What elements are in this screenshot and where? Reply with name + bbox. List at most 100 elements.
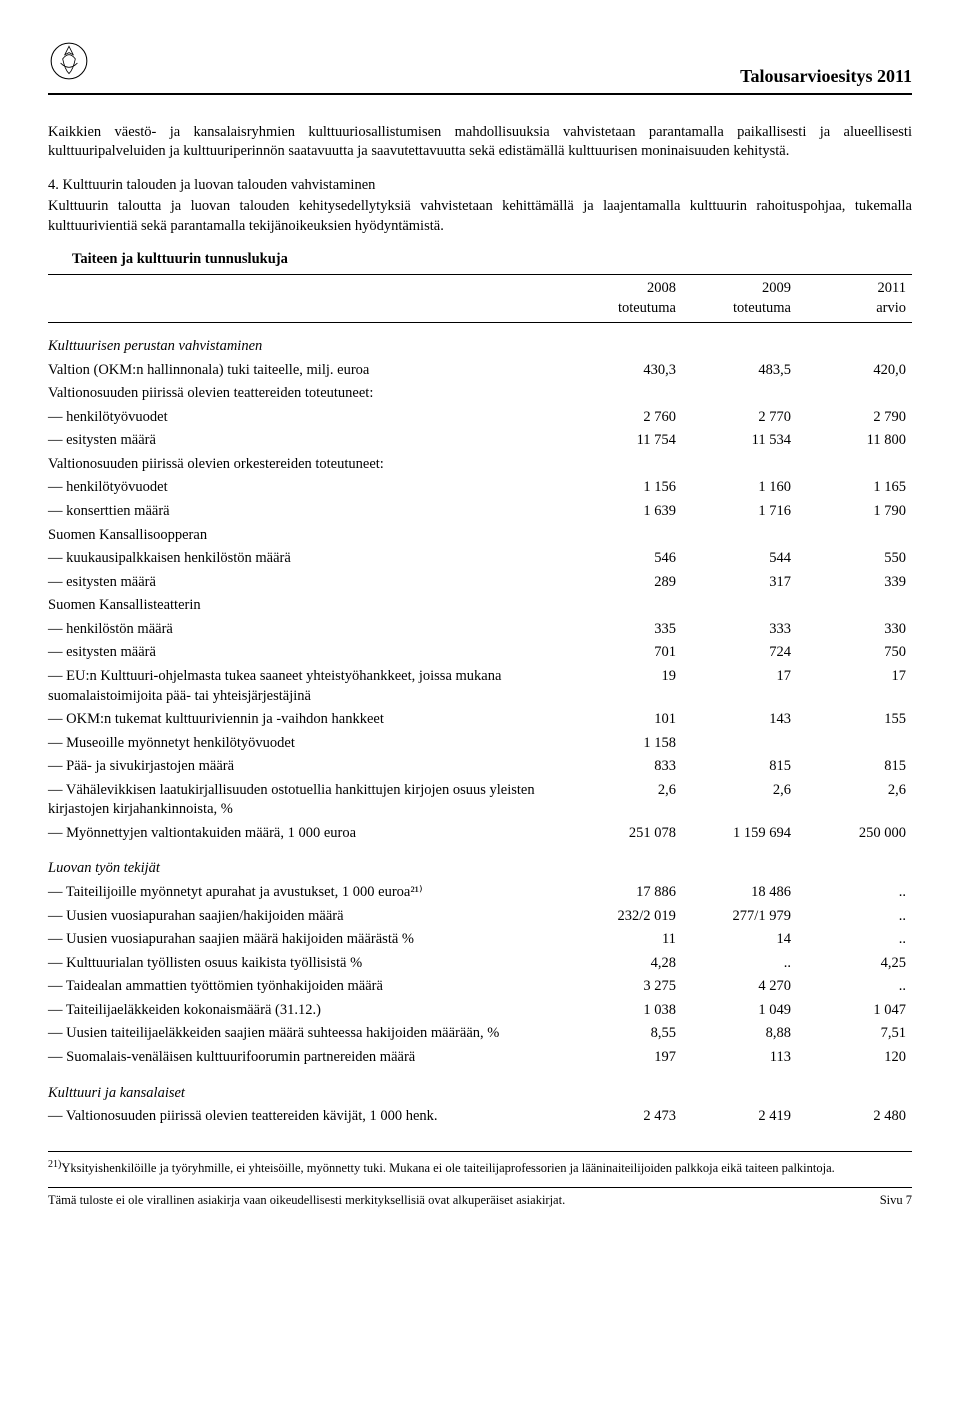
- row-value: ..: [797, 928, 912, 952]
- row-value: 289: [567, 571, 682, 595]
- row-value: 8,55: [567, 1022, 682, 1046]
- col-header-label: [48, 274, 567, 322]
- footnote-marker: 21): [48, 1159, 61, 1170]
- indicators-table: 2008 toteutuma 2009 toteutuma 2011 arvio…: [48, 274, 912, 1129]
- row-value: 18 486: [682, 881, 797, 905]
- row-value: 4,28: [567, 952, 682, 976]
- row-label: — Myönnettyjen valtiontakuiden määrä, 1 …: [48, 822, 567, 846]
- row-value: [797, 732, 912, 756]
- row-value: 483,5: [682, 359, 797, 383]
- row-value: 11 534: [682, 429, 797, 453]
- table-row: — Pää- ja sivukirjastojen määrä833815815: [48, 755, 912, 779]
- row-label: — EU:n Kulttuuri-ohjelmasta tukea saanee…: [48, 665, 567, 708]
- intro-paragraph-2: Kulttuurin taloutta ja luovan talouden k…: [48, 197, 912, 236]
- page-footer: Tämä tuloste ei ole virallinen asiakirja…: [48, 1187, 912, 1209]
- table-row: — Kulttuurialan työllisten osuus kaikist…: [48, 952, 912, 976]
- table-row: — OKM:n tukemat kulttuuriviennin ja -vai…: [48, 708, 912, 732]
- row-label: — Valtionosuuden piirissä olevien teatte…: [48, 1105, 567, 1129]
- section-heading-cell: Kulttuurisen perustan vahvistaminen: [48, 323, 912, 359]
- table-row: Suomen Kansallisteatterin: [48, 594, 912, 618]
- row-label: — konserttien määrä: [48, 500, 567, 524]
- row-value: 335: [567, 618, 682, 642]
- row-value: 232/2 019: [567, 905, 682, 929]
- table-row: — konserttien määrä1 6391 7161 790: [48, 500, 912, 524]
- row-value: 7,51: [797, 1022, 912, 1046]
- row-value: 815: [797, 755, 912, 779]
- row-label: — Uusien taiteilijaeläkkeiden saajien mä…: [48, 1022, 567, 1046]
- table-row: — Suomalais-venäläisen kulttuurifoorumin…: [48, 1046, 912, 1070]
- row-value: 14: [682, 928, 797, 952]
- row-value: ..: [797, 881, 912, 905]
- row-value: 420,0: [797, 359, 912, 383]
- crest-icon: [48, 40, 90, 89]
- row-value: 550: [797, 547, 912, 571]
- row-value: [567, 453, 682, 477]
- row-value: 1 049: [682, 999, 797, 1023]
- row-value: 2 419: [682, 1105, 797, 1129]
- table-row: — esitysten määrä11 75411 53411 800: [48, 429, 912, 453]
- row-label: — kuukausipalkkaisen henkilöstön määrä: [48, 547, 567, 571]
- row-label: — Uusien vuosiapurahan saajien/hakijoide…: [48, 905, 567, 929]
- row-value: ..: [797, 905, 912, 929]
- row-value: 143: [682, 708, 797, 732]
- row-value: [682, 732, 797, 756]
- row-value: 544: [682, 547, 797, 571]
- table-section-heading: Kulttuuri ja kansalaiset: [48, 1070, 912, 1106]
- row-value: 724: [682, 641, 797, 665]
- section-heading-cell: Luovan työn tekijät: [48, 845, 912, 881]
- row-value: 1 159 694: [682, 822, 797, 846]
- row-value: 120: [797, 1046, 912, 1070]
- intro-paragraph-1: Kaikkien väestö- ja kansalaisryhmien kul…: [48, 123, 912, 162]
- row-value: 750: [797, 641, 912, 665]
- table-row: — Valtionosuuden piirissä olevien teatte…: [48, 1105, 912, 1129]
- table-body: Kulttuurisen perustan vahvistaminenValti…: [48, 323, 912, 1129]
- page-header: Talousarvioesitys 2011: [48, 40, 912, 95]
- row-label: — esitysten määrä: [48, 571, 567, 595]
- row-value: [682, 594, 797, 618]
- row-value: 330: [797, 618, 912, 642]
- row-label: — Uusien vuosiapurahan saajien määrä hak…: [48, 928, 567, 952]
- row-label: — Taiteilijaeläkkeiden kokonaismäärä (31…: [48, 999, 567, 1023]
- row-value: 155: [797, 708, 912, 732]
- row-value: 17: [797, 665, 912, 708]
- row-label: Valtionosuuden piirissä olevien teattere…: [48, 382, 567, 406]
- footer-disclaimer: Tämä tuloste ei ole virallinen asiakirja…: [48, 1192, 565, 1209]
- col-header-2009: 2009 toteutuma: [682, 274, 797, 322]
- row-value: 333: [682, 618, 797, 642]
- row-value: 101: [567, 708, 682, 732]
- row-value: 2 480: [797, 1105, 912, 1129]
- row-value: 1 160: [682, 476, 797, 500]
- footnote-21: 21)Yksityishenkilöille ja työryhmille, e…: [48, 1158, 912, 1177]
- row-label: — henkilötyövuodet: [48, 476, 567, 500]
- row-value: 2,6: [797, 779, 912, 822]
- table-row: Suomen Kansallisoopperan: [48, 524, 912, 548]
- row-value: [797, 594, 912, 618]
- table-row: Valtion (OKM:n hallinnonala) tuki taitee…: [48, 359, 912, 383]
- table-row: — Taiteilijoille myönnetyt apurahat ja a…: [48, 881, 912, 905]
- table-row: — henkilötyövuodet2 7602 7702 790: [48, 406, 912, 430]
- row-value: [682, 524, 797, 548]
- row-label: — henkilötyövuodet: [48, 406, 567, 430]
- row-value: 250 000: [797, 822, 912, 846]
- table-row: — Myönnettyjen valtiontakuiden määrä, 1 …: [48, 822, 912, 846]
- table-row: Valtionosuuden piirissä olevien teattere…: [48, 382, 912, 406]
- col-header-2011: 2011 arvio: [797, 274, 912, 322]
- section-heading-cell: Kulttuuri ja kansalaiset: [48, 1070, 912, 1106]
- row-value: 815: [682, 755, 797, 779]
- footnote-rule: [48, 1151, 912, 1152]
- row-value: 277/1 979: [682, 905, 797, 929]
- table-section-heading: Luovan työn tekijät: [48, 845, 912, 881]
- row-value: 11 800: [797, 429, 912, 453]
- row-value: 1 038: [567, 999, 682, 1023]
- row-value: 3 275: [567, 975, 682, 999]
- row-value: 2,6: [682, 779, 797, 822]
- row-value: [567, 524, 682, 548]
- row-label: — OKM:n tukemat kulttuuriviennin ja -vai…: [48, 708, 567, 732]
- row-label: — Museoille myönnetyt henkilötyövuodet: [48, 732, 567, 756]
- section-4-title: 4. Kulttuurin talouden ja luovan taloude…: [48, 176, 912, 196]
- row-label: Suomen Kansallisoopperan: [48, 524, 567, 548]
- row-value: 317: [682, 571, 797, 595]
- table-row: — Taidealan ammattien työttömien työnhak…: [48, 975, 912, 999]
- row-label: — esitysten määrä: [48, 641, 567, 665]
- table-title: Taiteen ja kulttuurin tunnuslukuja: [72, 250, 912, 270]
